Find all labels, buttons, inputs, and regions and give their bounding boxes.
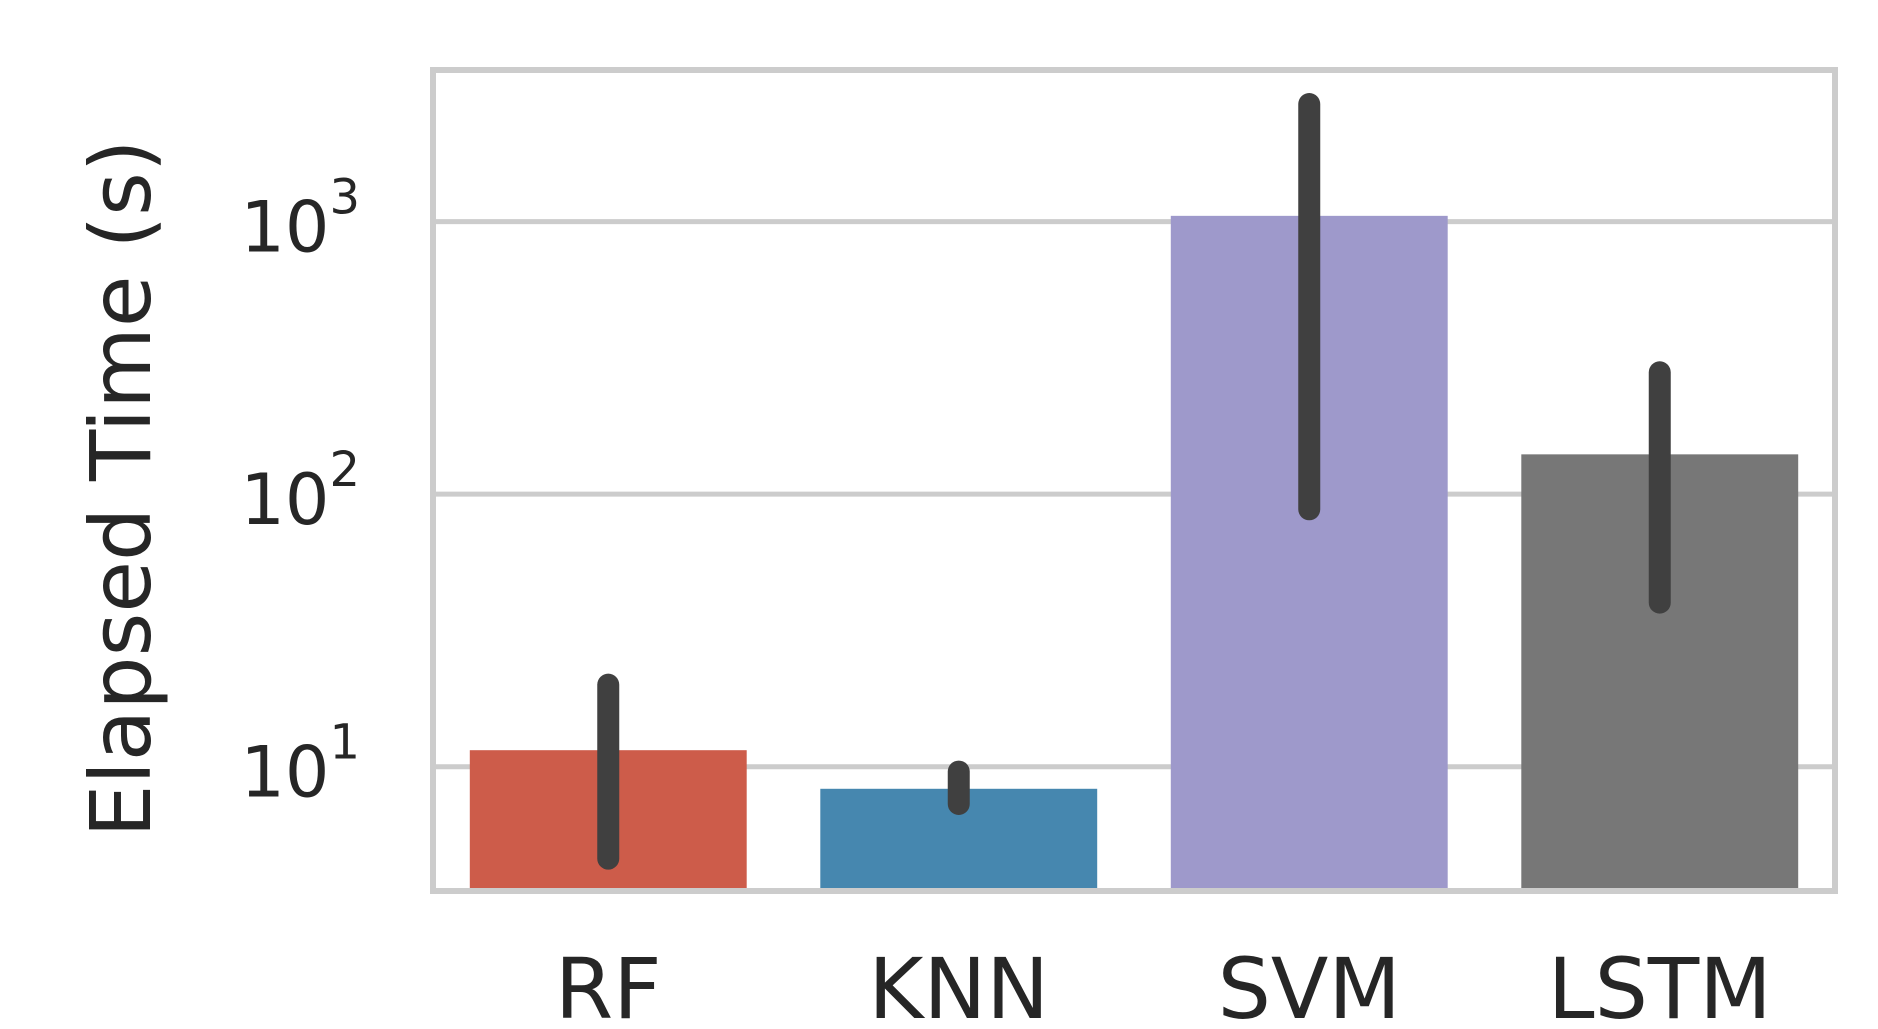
- x-tick-label: SVM: [1218, 940, 1401, 1029]
- bars: [470, 216, 1798, 888]
- y-tick-labels: 101 102 103: [240, 170, 360, 814]
- y-tick-label: 103: [240, 170, 360, 269]
- x-tick-label: LSTM: [1548, 940, 1772, 1029]
- y-tick-label: 101: [240, 715, 360, 814]
- x-tick-label: RF: [555, 940, 662, 1029]
- x-tick-labels: RF KNN SVM LSTM: [555, 940, 1772, 1029]
- error-bars: [608, 104, 1660, 859]
- x-tick-label: KNN: [868, 940, 1049, 1029]
- y-axis-label: Elapsed Time (s): [72, 139, 170, 837]
- y-tick-label: 102: [240, 442, 360, 541]
